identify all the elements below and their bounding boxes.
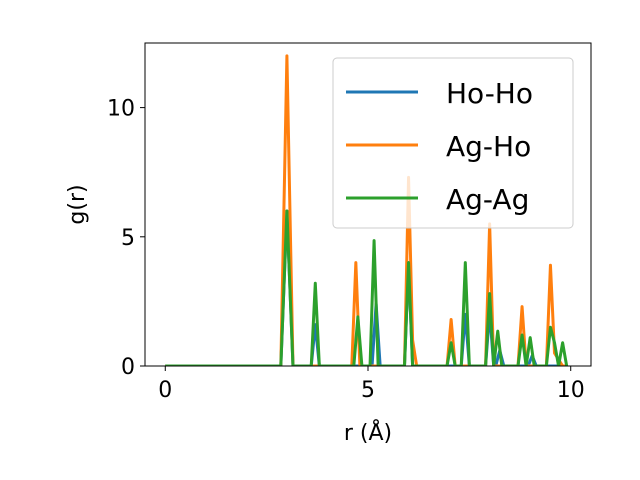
y-axis-label: g(r)	[65, 184, 90, 224]
legend-label-ho-ho: Ho-Ho	[446, 77, 533, 110]
series-line-ag-ag	[165, 209, 569, 366]
x-axis-label: r (Å)	[344, 419, 392, 446]
legend-label-ag-ag: Ag-Ag	[446, 183, 529, 216]
plot-frame	[144, 42, 592, 367]
legend-box	[332, 57, 574, 229]
y-tick-label: 0	[121, 355, 135, 380]
y-tick-label: 10	[107, 97, 135, 122]
y-tick-label: 5	[121, 226, 135, 251]
x-tick-label: 0	[158, 378, 172, 403]
legend-label-ag-ho: Ag-Ho	[446, 130, 531, 163]
tick-layer: 0 5 10 0 5 10	[107, 97, 585, 403]
legend: Ho-Ho Ag-Ho Ag-Ag	[332, 57, 574, 229]
x-tick-label: 5	[361, 378, 375, 403]
x-tick-label: 10	[557, 378, 585, 403]
series-layer	[165, 54, 569, 366]
series-line-ag-ho	[165, 54, 567, 366]
